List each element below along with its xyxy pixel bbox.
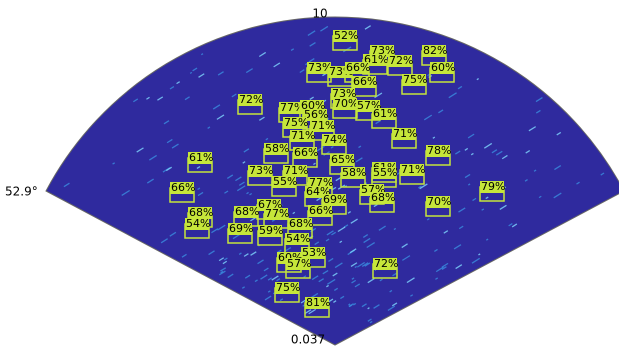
echo (478, 254, 480, 255)
detection-label: 72% (239, 93, 263, 106)
detection-label: 58% (342, 166, 366, 179)
echo (190, 72, 192, 73)
detection-label: 75% (284, 116, 308, 129)
detection-label: 71% (401, 163, 425, 176)
detection-label: 72% (389, 54, 413, 67)
detection-label: 61% (189, 151, 213, 164)
angle-label: 52.9° (5, 185, 38, 199)
detection-label: 59% (259, 224, 283, 237)
detection-label: 71% (393, 127, 417, 140)
detection-label: 61% (373, 107, 397, 120)
detection-label: 74% (323, 133, 347, 146)
detection-label: 82% (423, 44, 447, 57)
detection-label: 81% (306, 296, 330, 309)
sonar-view: 52%73%61%72%82%60%73%73%66%66%75%73%70%5… (0, 0, 619, 350)
detection-label: 55% (273, 175, 297, 188)
detection-label: 79% (481, 180, 505, 193)
detection-label: 66% (353, 75, 377, 88)
range-min-label: 0.037 (291, 333, 325, 347)
detection-label: 54% (286, 232, 310, 245)
detection-label: 78% (427, 144, 451, 157)
detection-label: 58% (265, 142, 289, 155)
detection-label: 75% (403, 73, 427, 86)
detection-label: 68% (371, 191, 395, 204)
detection-label: 54% (186, 217, 210, 230)
detection-label: 68% (289, 217, 313, 230)
detection-label: 75% (276, 281, 300, 294)
detection-label: 77% (265, 207, 289, 220)
detection-label: 68% (235, 205, 259, 218)
detection-label: 55% (373, 166, 397, 179)
detection-label: 71% (291, 129, 315, 142)
detection-label: 66% (309, 204, 333, 217)
detection-label: 72% (374, 257, 398, 270)
echo (348, 304, 350, 305)
detection-label: 65% (331, 153, 355, 166)
echo (201, 54, 203, 55)
detection-label: 66% (171, 181, 195, 194)
detection-label: 66% (294, 146, 318, 159)
detection-label: 60% (431, 61, 455, 74)
detection-label: 73% (249, 164, 273, 177)
detection-label: 57% (287, 257, 311, 270)
detection-label: 66% (346, 61, 370, 74)
detection-label: 70% (427, 195, 451, 208)
detection-label: 70% (334, 97, 358, 110)
detection-label: 52% (334, 29, 358, 42)
detection-label: 69% (229, 222, 253, 235)
range-max-label: 10 (312, 7, 327, 21)
